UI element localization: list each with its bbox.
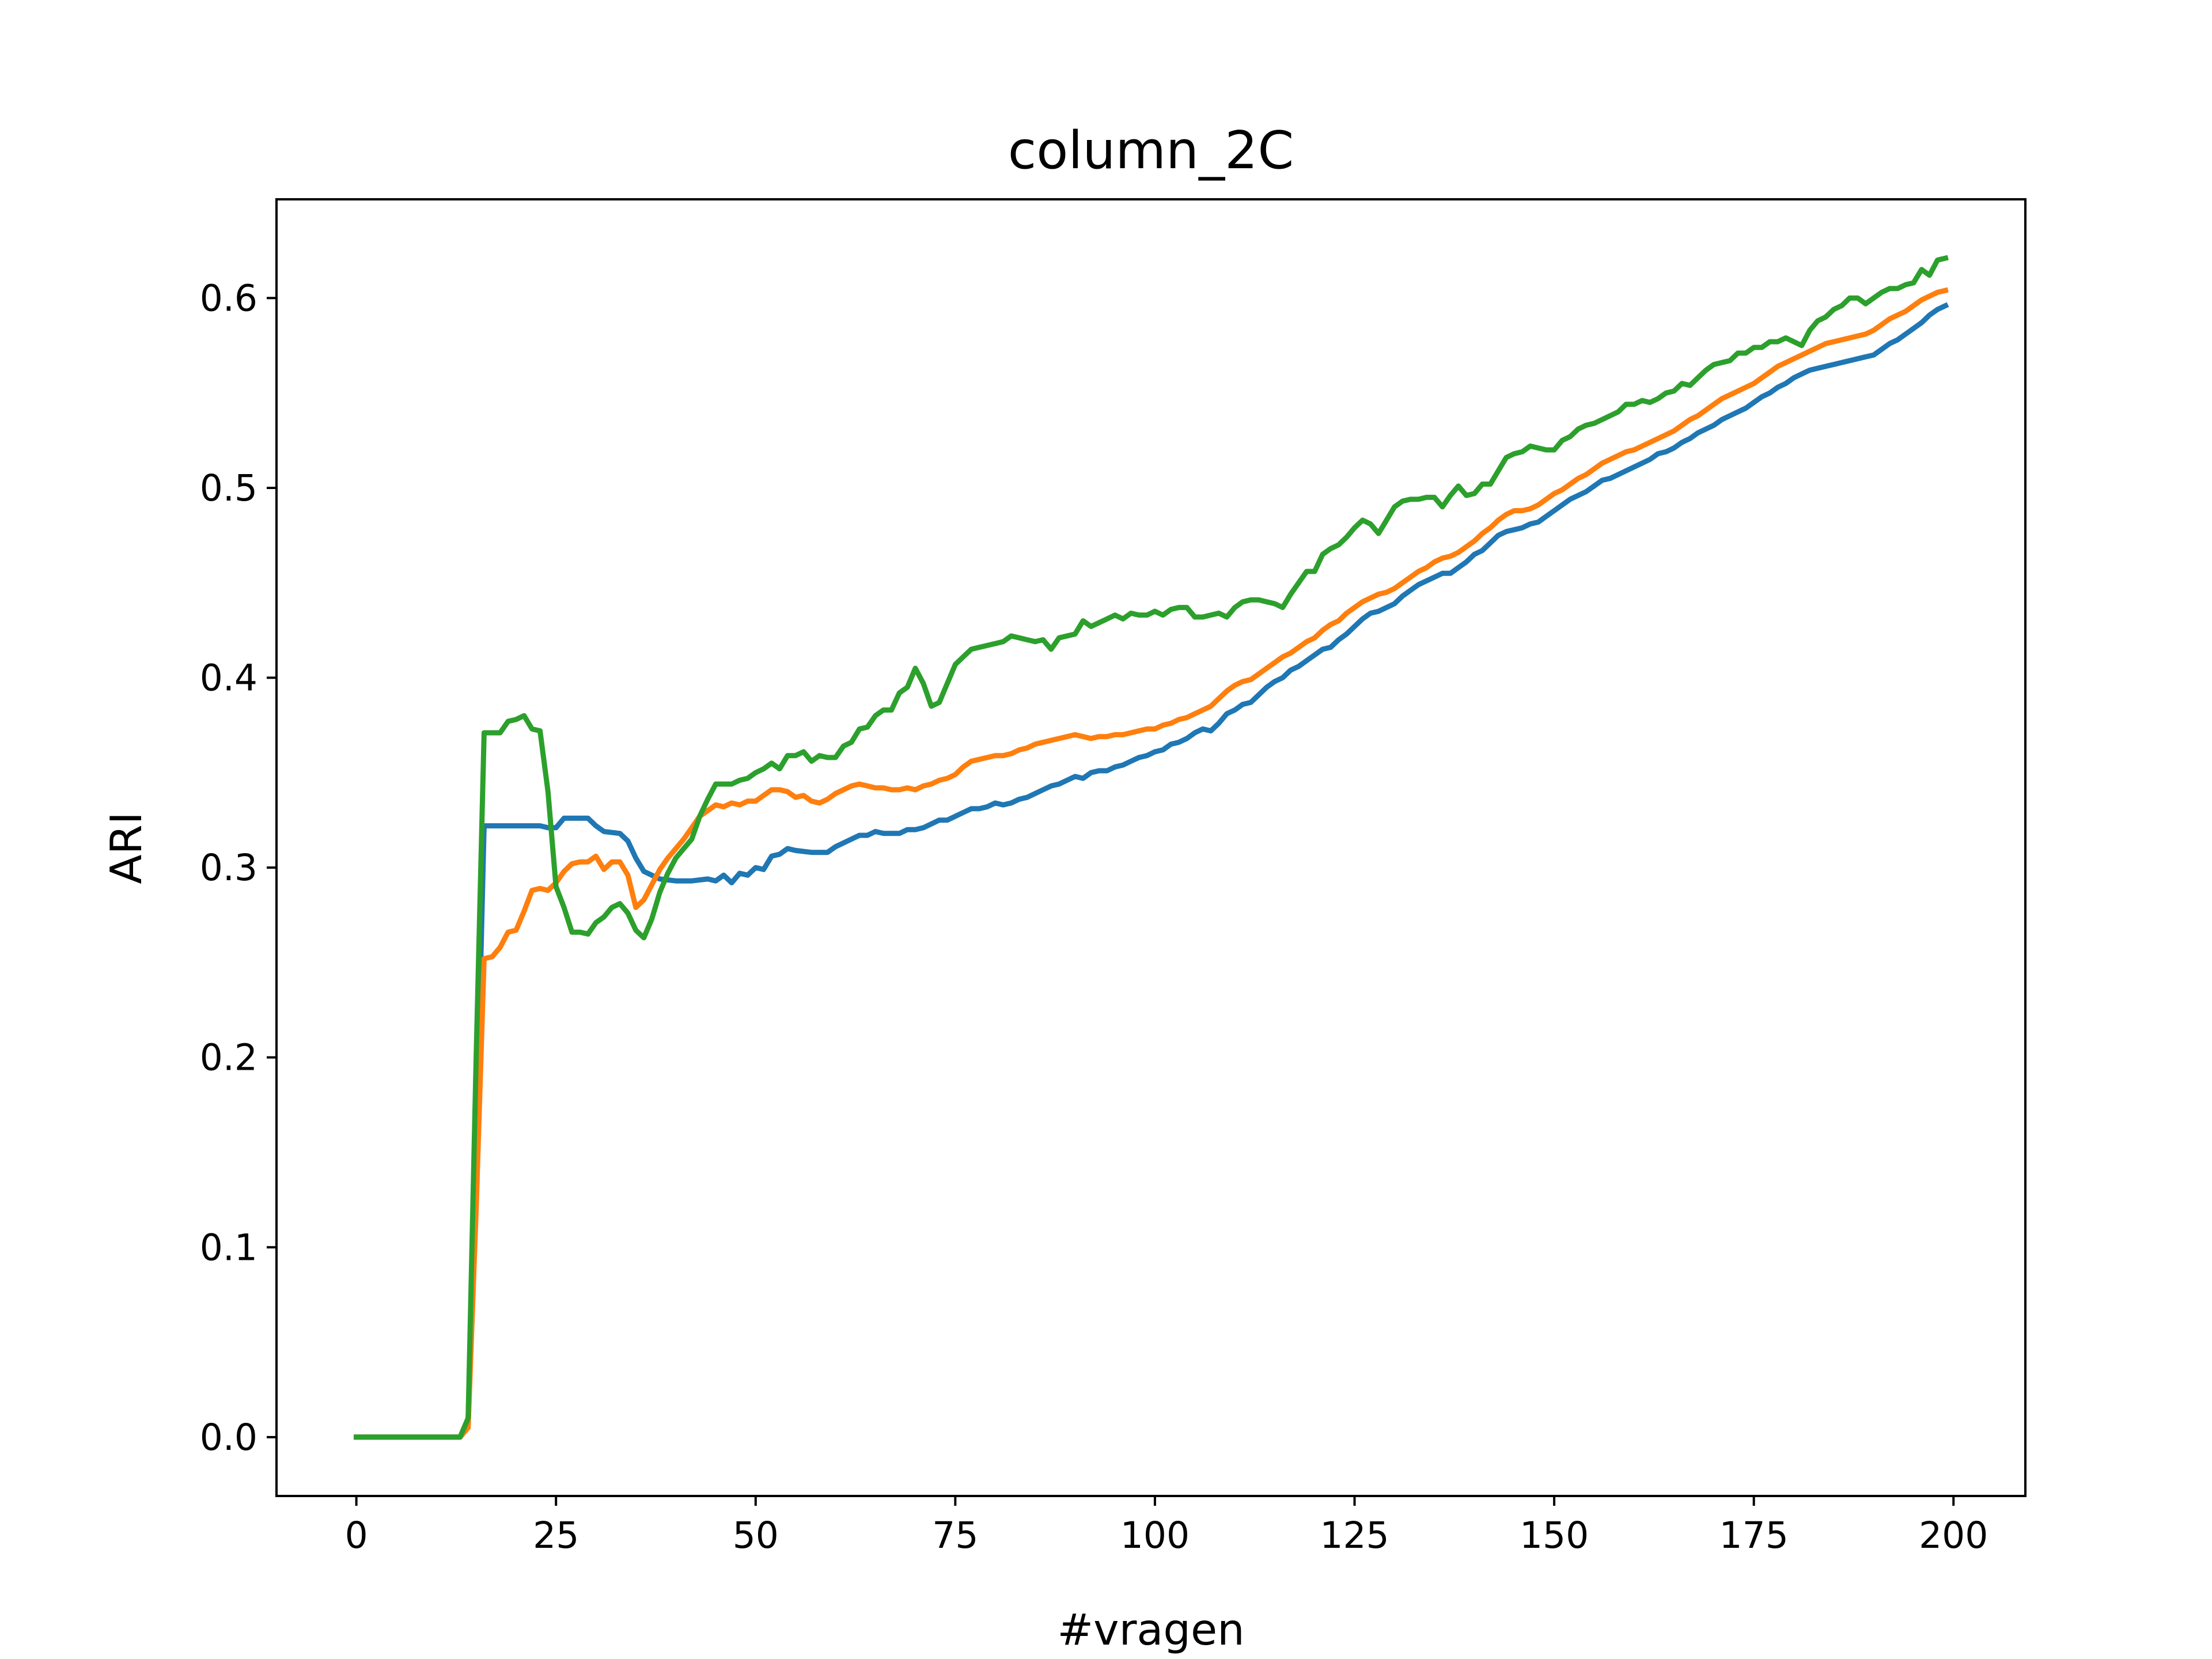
- x-tick-label: 150: [1520, 1514, 1589, 1556]
- chart-title: column_2C: [1008, 120, 1294, 181]
- x-tick-label: 75: [932, 1514, 978, 1556]
- x-axis: 0 25 50 75 100 125 150 175 200: [345, 1496, 1988, 1556]
- y-tick-label: 0.2: [200, 1037, 257, 1079]
- series-line-3: [354, 255, 1949, 1440]
- y-tick-label: 0.0: [200, 1416, 257, 1459]
- series-layer: [354, 255, 1949, 1440]
- y-axis: 0.0 0.1 0.2 0.3 0.4 0.5 0.6: [200, 277, 276, 1459]
- x-tick-label: 100: [1120, 1514, 1190, 1556]
- y-tick-label: 0.4: [200, 657, 257, 699]
- y-tick-label: 0.5: [200, 467, 257, 509]
- x-axis-label: #vragen: [1057, 1604, 1244, 1655]
- series-line-1: [354, 302, 1949, 1440]
- x-tick-label: 50: [733, 1514, 779, 1556]
- x-tick-label: 125: [1320, 1514, 1389, 1556]
- axes-frame: [275, 198, 2027, 1497]
- y-tick-label: 0.1: [200, 1226, 257, 1268]
- x-tick-label: 25: [533, 1514, 579, 1556]
- x-tick-label: 200: [1919, 1514, 1988, 1556]
- x-tick-label: 0: [345, 1514, 368, 1556]
- y-axis-label: ARI: [101, 812, 151, 884]
- x-tick-label: 175: [1719, 1514, 1789, 1556]
- y-tick-label: 0.6: [200, 277, 257, 319]
- y-tick-label: 0.3: [200, 847, 257, 889]
